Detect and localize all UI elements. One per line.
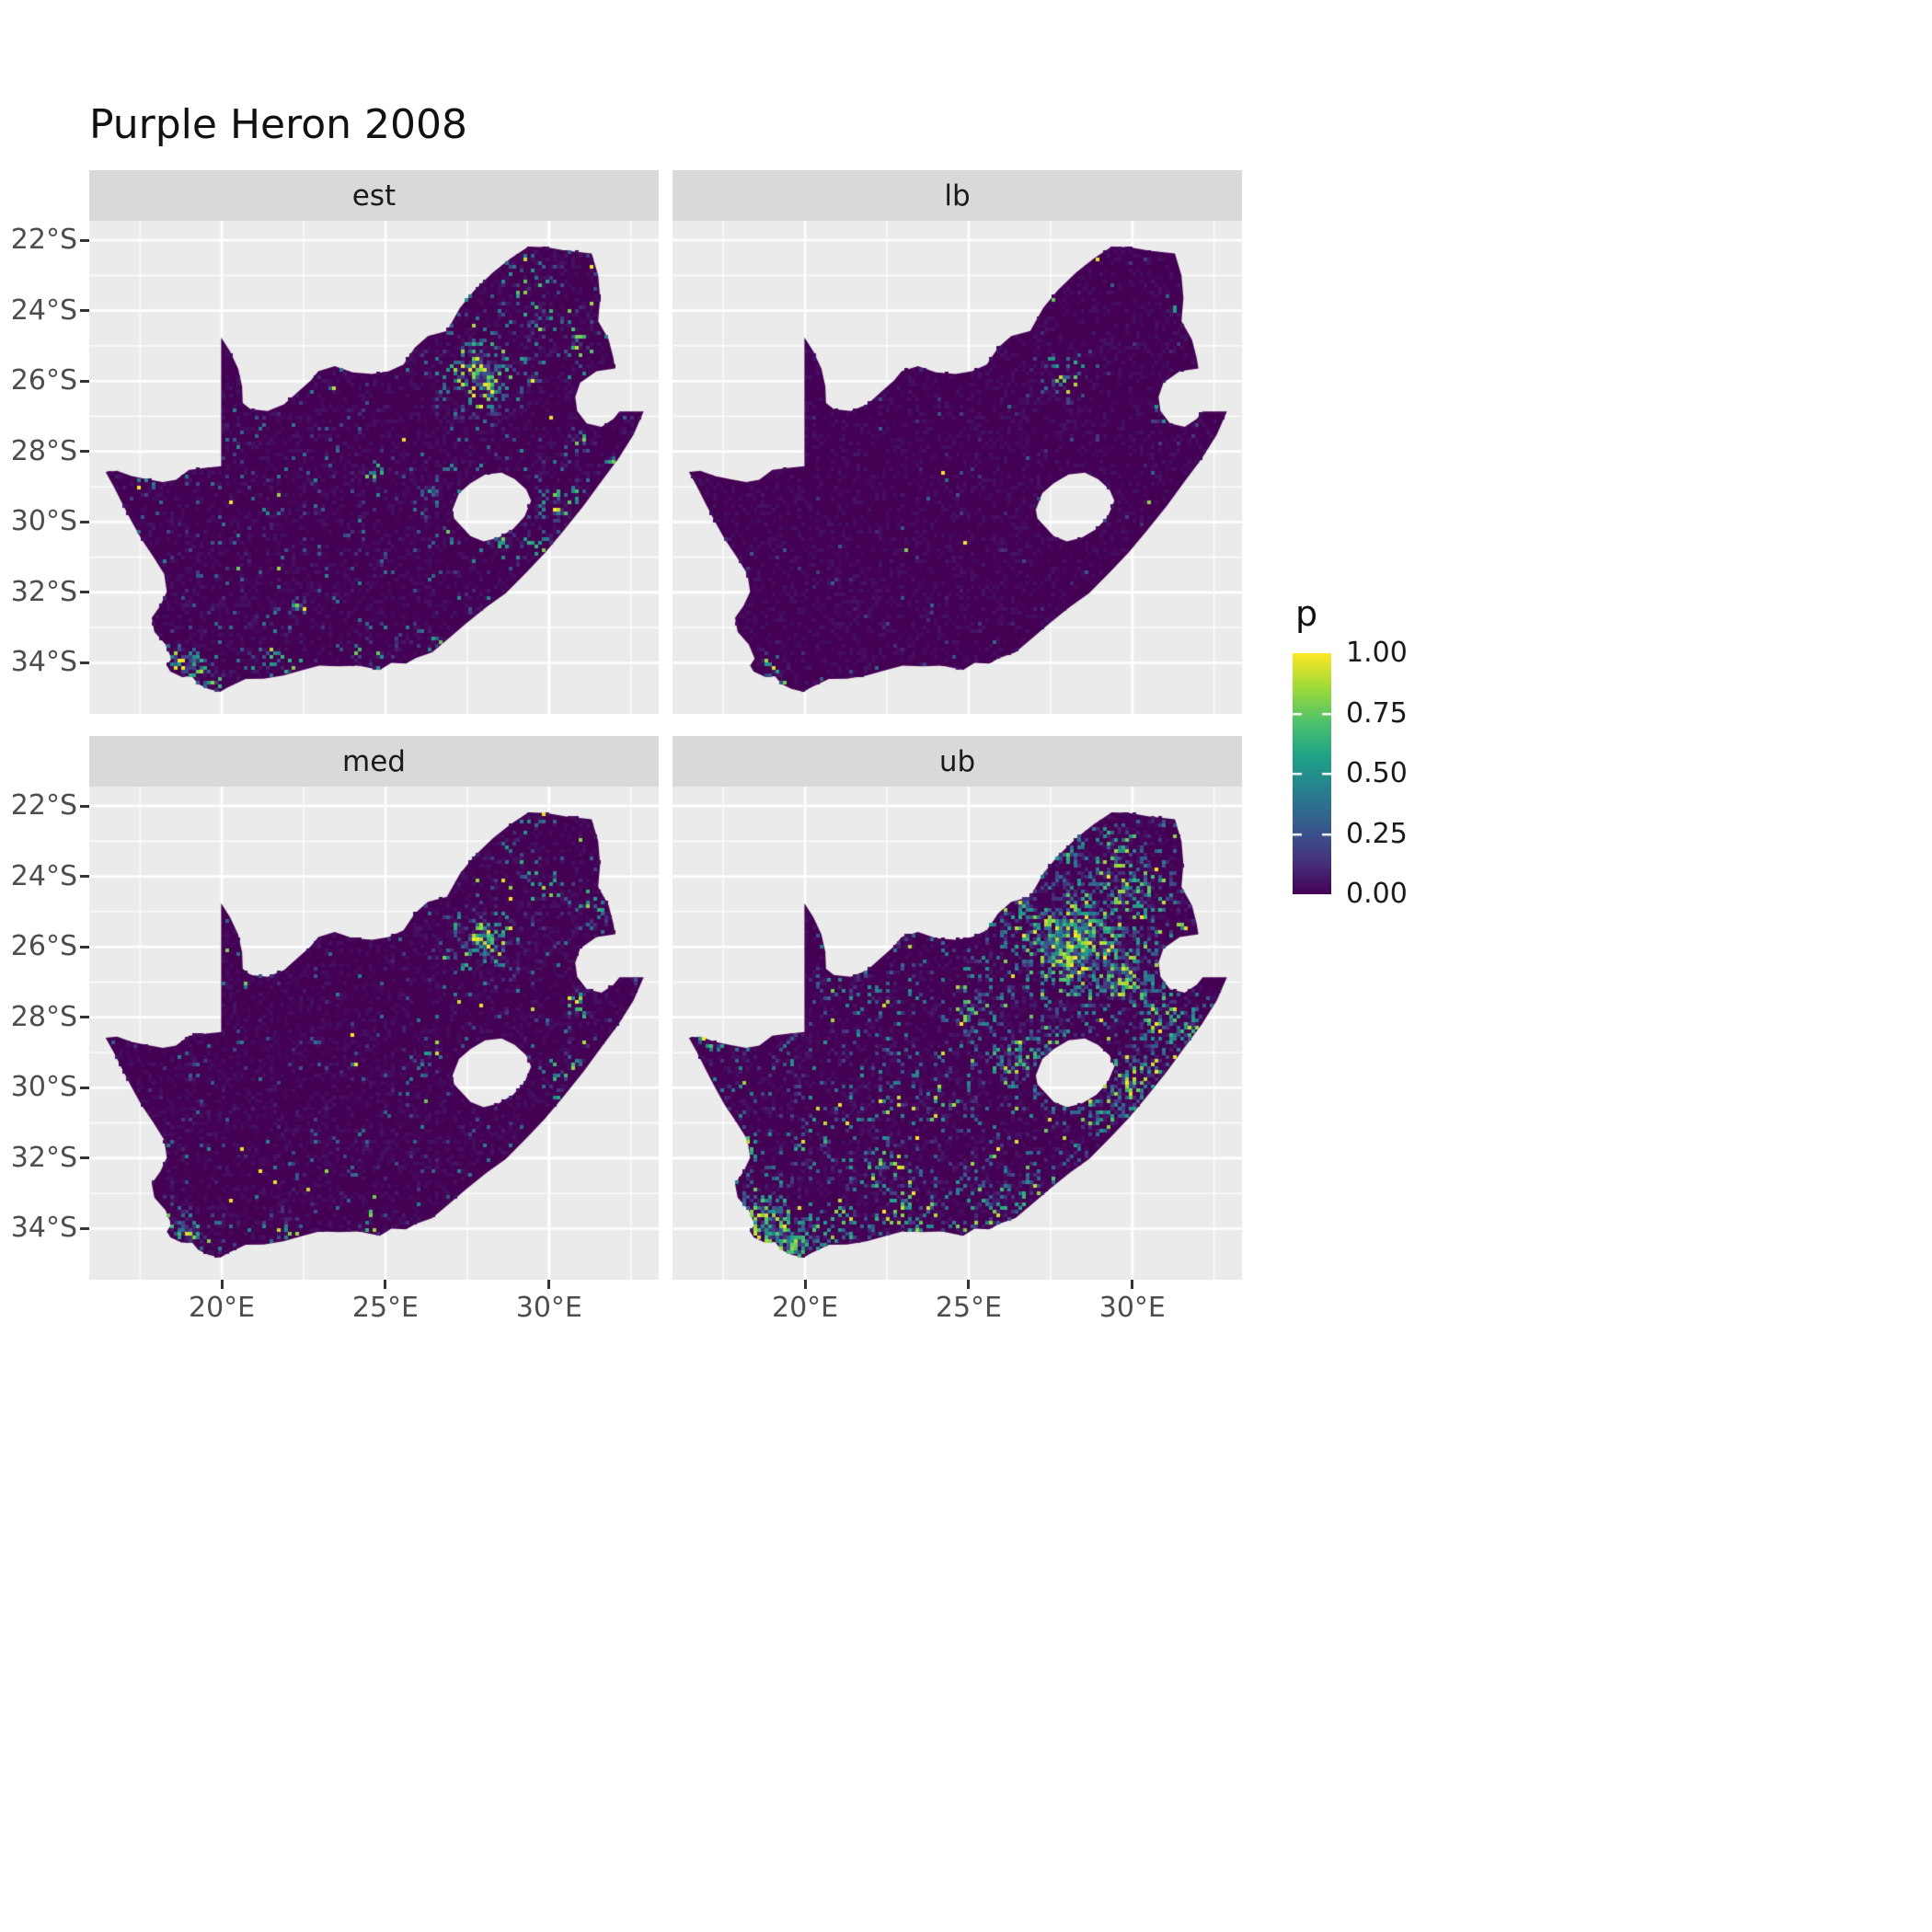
x-axis-tick-mark (220, 1280, 224, 1289)
facet-strip-label-med: med (89, 736, 659, 787)
y-axis-tick-label: 32°S (10, 1141, 77, 1174)
x-axis-tick-label: 30°E (1098, 1292, 1166, 1324)
y-axis-tick-mark (80, 804, 89, 808)
facet-ub: ub (673, 736, 1242, 1280)
y-axis-tick-mark (80, 450, 89, 454)
y-axis-tick-mark (80, 945, 89, 949)
map-panel-med (89, 787, 659, 1280)
x-axis-tick-mark (384, 1280, 387, 1289)
y-axis-tick-mark (80, 379, 89, 383)
y-axis-tick-label: 28°S (10, 1000, 77, 1033)
y-axis-tick-label: 28°S (10, 434, 77, 467)
facet-med: med (89, 736, 659, 1280)
legend-tick-label: 1.00 (1346, 637, 1408, 669)
legend: p 1.00 0.75 0.50 0.25 0.00 (1293, 593, 1513, 989)
legend-tick-labels: 1.00 0.75 0.50 0.25 0.00 (1293, 593, 1513, 989)
y-axis-tick-label: 32°S (10, 575, 77, 608)
facet-strip-label-ub: ub (673, 736, 1242, 787)
y-axis-tick-mark (80, 520, 89, 523)
x-axis-tick-label: 20°E (188, 1292, 256, 1324)
legend-title: p (1295, 593, 1318, 634)
x-axis-tick-label: 25°E (935, 1292, 1002, 1324)
y-axis-tick-mark (80, 309, 89, 313)
y-axis-tick-label: 26°S (10, 364, 77, 397)
x-axis-tick-label: 30°E (515, 1292, 582, 1324)
y-axis-tick-label: 24°S (10, 293, 77, 327)
facet-lb: lb (673, 170, 1242, 714)
y-axis-tick-label: 30°S (10, 505, 77, 538)
y-axis-tick-mark (80, 1016, 89, 1019)
x-axis-tick-label: 20°E (771, 1292, 839, 1324)
x-axis-tick-mark (1131, 1280, 1134, 1289)
y-axis-tick-label: 24°S (10, 859, 77, 892)
x-axis-tick-mark (803, 1280, 807, 1289)
map-panel-ub (673, 787, 1242, 1280)
y-axis-tick-mark (80, 591, 89, 594)
y-axis-tick-mark (80, 875, 89, 879)
x-axis-tick-mark (967, 1280, 971, 1289)
facet-est: est (89, 170, 659, 714)
y-axis-tick-mark (80, 1086, 89, 1089)
facet-strip-label-est: est (89, 170, 659, 221)
legend-tick-label: 0.25 (1346, 817, 1408, 850)
map-panel-lb (673, 221, 1242, 714)
y-axis-tick-label: 34°S (10, 1212, 77, 1245)
y-axis-tick-label: 22°S (10, 224, 77, 257)
y-axis-tick-mark (80, 1156, 89, 1160)
y-axis-tick-label: 22°S (10, 789, 77, 822)
legend-tick-label: 0.50 (1346, 757, 1408, 789)
y-axis-tick-label: 30°S (10, 1071, 77, 1104)
y-axis-tick-label: 34°S (10, 646, 77, 679)
facet-strip-label-lb: lb (673, 170, 1242, 221)
legend-tick-label: 0.75 (1346, 696, 1408, 730)
plot-title: Purple Heron 2008 (89, 101, 467, 148)
y-axis-tick-mark (80, 661, 89, 664)
map-panel-est (89, 221, 659, 714)
y-axis-tick-label: 26°S (10, 930, 77, 963)
legend-tick-label: 0.00 (1346, 878, 1408, 910)
x-axis-tick-label: 25°E (351, 1292, 419, 1324)
x-axis-tick-mark (547, 1280, 551, 1289)
y-axis-tick-mark (80, 238, 89, 242)
y-axis-tick-mark (80, 1226, 89, 1230)
legend-colorbar (1293, 653, 1331, 894)
